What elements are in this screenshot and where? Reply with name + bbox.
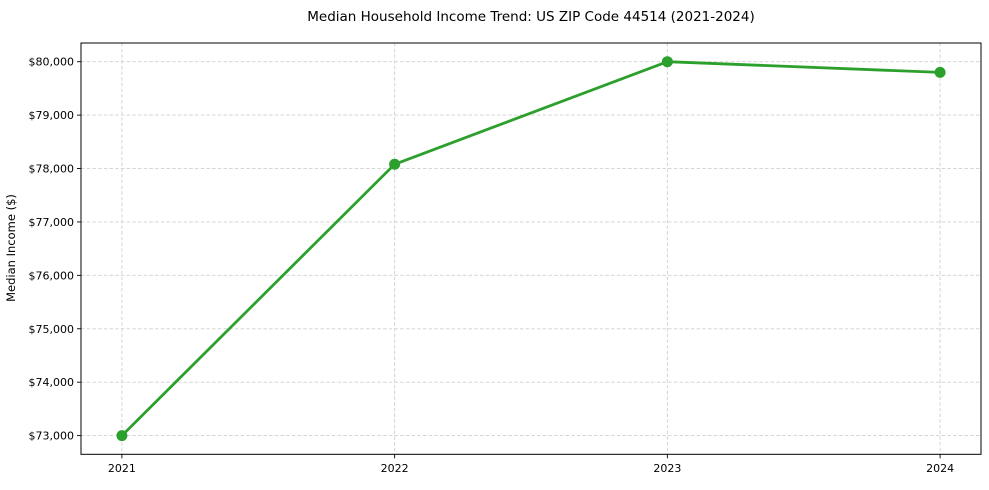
plot-area: $73,000 $74,000 $75,000 $76,000 $77,000 $78,0…	[29, 42, 982, 475]
y-tick-label: $77,000	[29, 216, 75, 229]
y-tick-label: $73,000	[29, 430, 75, 443]
chart-title: Median Household Income Trend: US ZIP Co…	[307, 9, 755, 25]
y-tick-label: $74,000	[29, 376, 75, 389]
plot-border	[80, 42, 982, 455]
x-tick-label: 2022	[381, 462, 409, 475]
y-tick-label: $76,000	[29, 269, 75, 282]
y-tick-label: $78,000	[29, 163, 75, 176]
x-tick-label: 2024	[926, 462, 954, 475]
data-point-marker	[661, 56, 673, 68]
trend-line	[120, 60, 942, 438]
data-point-marker	[116, 430, 128, 442]
x-tick-label: 2023	[653, 462, 681, 475]
y-tick-label: $75,000	[29, 323, 75, 336]
y-axis-label: Median Income ($)	[4, 194, 18, 302]
y-tick-label: $79,000	[29, 109, 75, 122]
data-point-marker	[934, 66, 946, 78]
x-tick-label: 2021	[108, 462, 136, 475]
y-tick-label: $80,000	[29, 56, 75, 69]
data-point-marker	[389, 158, 401, 170]
